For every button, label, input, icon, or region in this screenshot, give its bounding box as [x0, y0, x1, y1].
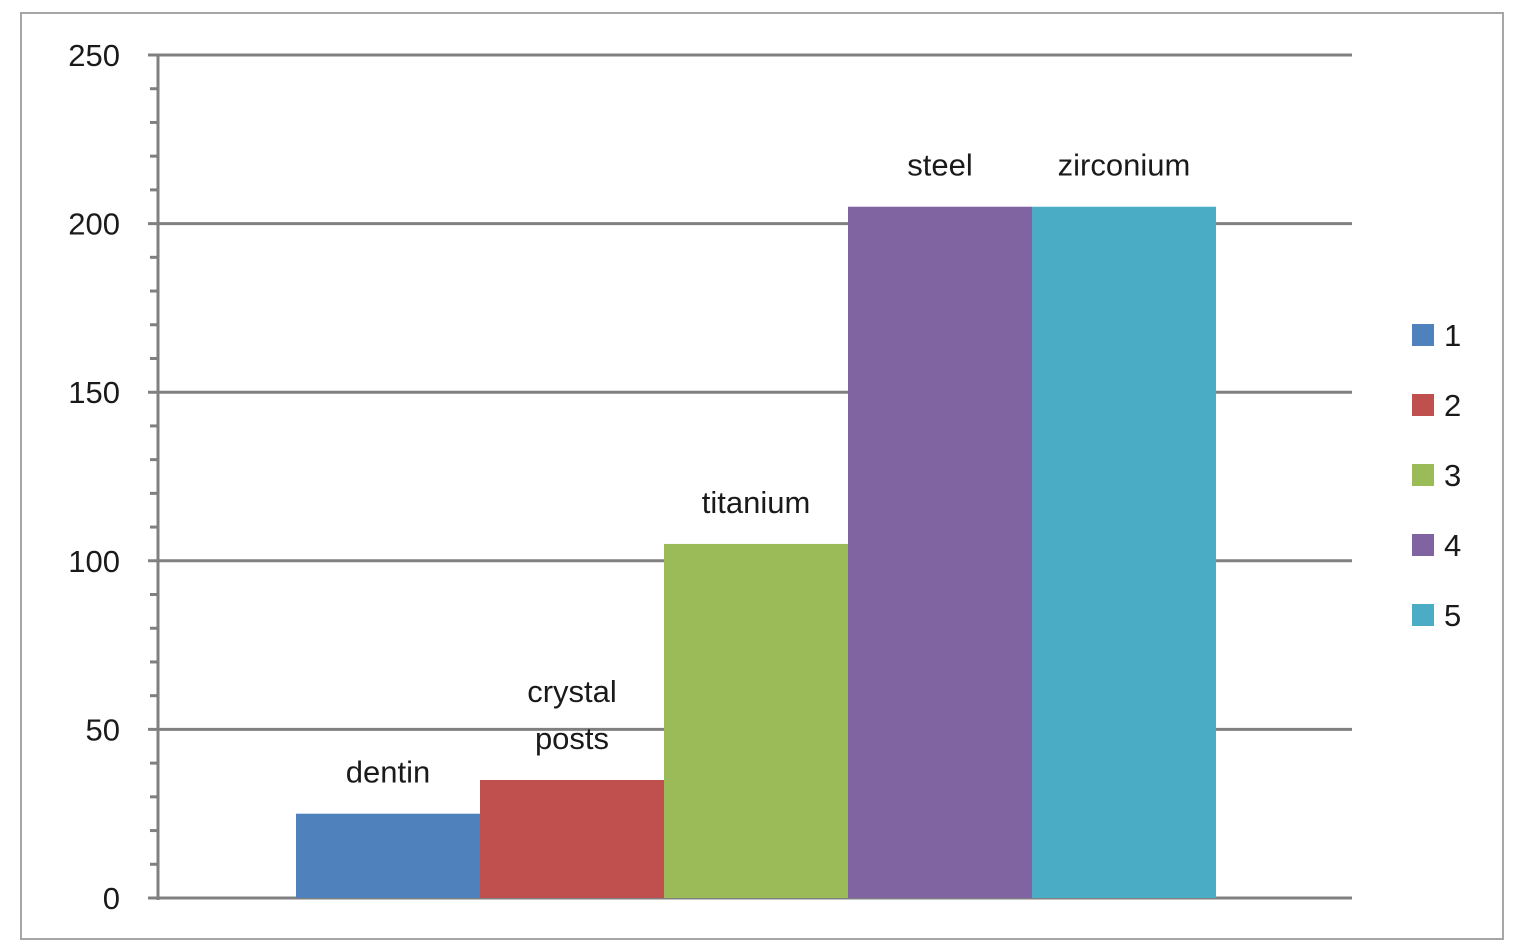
legend-item-1: 1	[1412, 318, 1461, 353]
y-tick-label-100: 100	[68, 544, 120, 579]
legend-swatch-2	[1412, 394, 1434, 416]
bar-1	[296, 813, 480, 898]
data-label-1: dentin	[346, 755, 430, 790]
y-tick-label-50: 50	[86, 712, 120, 747]
y-axis: 0 50 100 150 200 250	[68, 38, 160, 916]
legend-label-4: 4	[1444, 528, 1461, 563]
legend-swatch-3	[1412, 464, 1434, 486]
legend-label-2: 2	[1444, 388, 1461, 423]
legend-label-1: 1	[1444, 318, 1461, 353]
bar-3	[664, 543, 848, 898]
chart-frame: 0 50 100 150 200 250 dentin crystal posts titani…	[20, 12, 1504, 940]
legend-label-3: 3	[1444, 458, 1461, 493]
legend-swatch-4	[1412, 534, 1434, 556]
bars	[296, 206, 1216, 899]
legend-item-3: 3	[1412, 458, 1461, 493]
legend-swatch-1	[1412, 324, 1434, 346]
data-label-5: zirconium	[1058, 148, 1191, 183]
y-tick-label-200: 200	[68, 207, 120, 242]
y-tick-label-0: 0	[103, 881, 120, 916]
legend-item-5: 5	[1412, 598, 1461, 633]
data-label-4: steel	[907, 148, 972, 183]
y-tick-label-150: 150	[68, 375, 120, 410]
bar-2	[480, 779, 664, 898]
legend-item-2: 2	[1412, 388, 1461, 423]
data-label-2: crystal posts	[527, 674, 617, 756]
bar-4	[848, 206, 1032, 899]
legend-item-4: 4	[1412, 528, 1461, 563]
legend-swatch-5	[1412, 604, 1434, 626]
legend-label-5: 5	[1444, 598, 1461, 633]
bar-chart: 0 50 100 150 200 250 dentin crystal posts titani…	[68, 38, 1461, 916]
data-label-3: titanium	[702, 485, 811, 520]
bar-5	[1032, 206, 1216, 899]
y-tick-label-250: 250	[68, 38, 120, 73]
legend: 1 2 3 4 5	[1412, 318, 1461, 633]
data-labels: dentin crystal posts titanium steel zirconium	[346, 148, 1191, 790]
